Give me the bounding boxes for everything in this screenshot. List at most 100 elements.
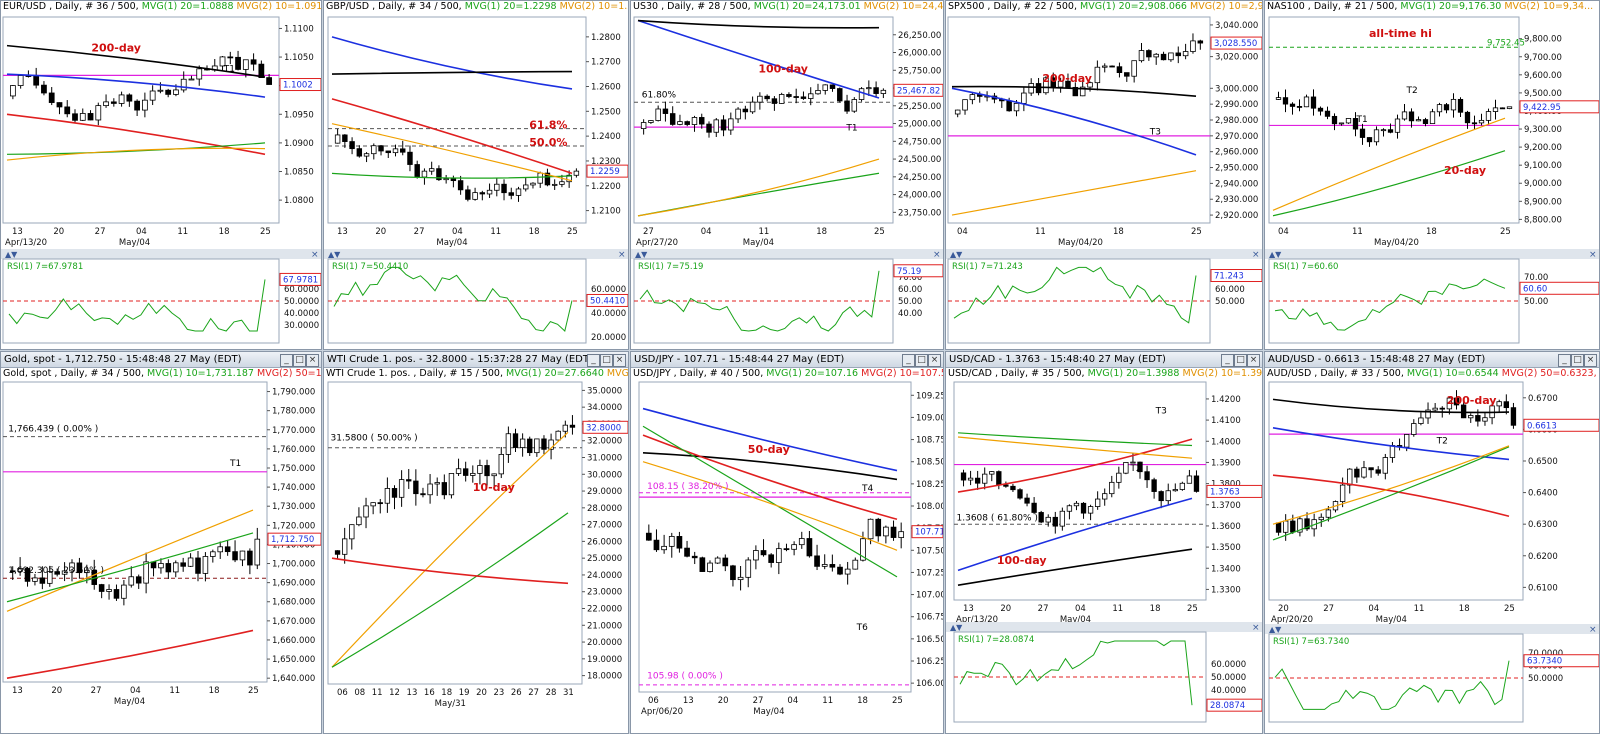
rsi-header-icon: ▲▼: [5, 250, 18, 259]
window-title-bar[interactable]: USD/CAD - 1.3763 - 15:48:40 27 May (EDT)…: [946, 352, 1262, 368]
candle-body: [1073, 502, 1080, 507]
price-chart-audusd[interactable]: 0.67000.66000.65000.64000.63000.62000.61…: [1265, 352, 1600, 734]
x-date-label: May/04: [753, 707, 784, 717]
rsi-header-icon: ▲▼: [950, 623, 963, 632]
minimize-button[interactable]: _: [1558, 354, 1571, 367]
chart-panel-eurusd[interactable]: EUR/USD , Daily, # 36 / 500, MVG(1) 20=1…: [0, 0, 322, 350]
chart-annotation: 108.15 ( 38.20% ): [647, 482, 728, 492]
chart-annotation: 1,766.439 ( 0.00% ): [8, 425, 98, 435]
candle-body: [157, 89, 164, 92]
chart-panel-us30[interactable]: US30 , Daily, # 28 / 500, MVG(1) 20=24,1…: [630, 0, 944, 350]
chart-annotation: 20-day: [1444, 164, 1486, 177]
price-chart-eurusd[interactable]: 1.11001.10501.10001.09501.09001.08501.08…: [1, 1, 322, 350]
close-button[interactable]: ×: [1247, 354, 1260, 367]
moving-average-line: [637, 19, 880, 29]
candle-body: [1482, 417, 1488, 422]
candle-body: [1446, 397, 1453, 410]
window-title-bar[interactable]: USD/JPY - 107.71 - 15:48:44 27 May (EDT)…: [631, 352, 943, 368]
y-tick-label: 1,660.000: [272, 636, 315, 646]
maximize-button[interactable]: □: [293, 354, 306, 367]
candle-body: [1109, 65, 1115, 68]
x-tick-label: 23: [493, 688, 504, 698]
x-tick-label: 13: [963, 604, 974, 614]
price-chart-us30[interactable]: 26,250.0026,000.0025,750.0025,500.0025,2…: [631, 1, 944, 350]
close-button[interactable]: ×: [1584, 354, 1597, 367]
candle-body: [735, 108, 741, 120]
y-tick-label: 23,750.00: [898, 208, 941, 218]
x-tick-label: 11: [759, 227, 770, 237]
candle-body: [684, 121, 690, 125]
chart-window-usdcad[interactable]: USD/CAD - 1.3763 - 15:48:40 27 May (EDT)…: [945, 351, 1263, 734]
candle-body: [653, 539, 660, 551]
chart-panel-spx500[interactable]: SPX500 , Daily, # 22 / 500, MVG(1) 20=2,…: [945, 0, 1263, 350]
x-tick-label: 11: [169, 686, 180, 696]
candle-body: [232, 551, 238, 561]
price-chart-usdcad[interactable]: 1.4200 1.4100 1.4000 1.3900 1.3800 1.3700 1.36…: [946, 352, 1263, 734]
y-tick-label: 29.0000: [587, 487, 622, 497]
candle-body: [837, 566, 843, 575]
candle-body: [149, 90, 156, 101]
last-price-box: [1523, 418, 1599, 432]
y-tick-label: 109.00: [916, 413, 944, 423]
maximize-button[interactable]: □: [1571, 354, 1584, 367]
candle-body: [1331, 115, 1338, 125]
x-tick-label: 11: [372, 688, 383, 698]
candle-body: [537, 172, 543, 184]
window-title-bar[interactable]: Gold, spot - 1,712.750 - 15:48:48 27 May…: [1, 352, 321, 368]
last-price-label: 25,467.82: [897, 86, 940, 96]
chart-window-wti[interactable]: WTI Crude 1. pos. - 32.8000 - 15:37:28 2…: [323, 351, 629, 734]
chart-panel-nas100[interactable]: NAS100 , Daily, # 21 / 500, MVG(1) 20=9,…: [1264, 0, 1600, 350]
price-chart-spx500[interactable]: 3,040.000 3,020.000 3,000.000 2,990.000 2,98…: [946, 1, 1263, 350]
candle-body: [1072, 86, 1079, 97]
candle-body: [239, 550, 246, 561]
last-price-label: 1.2259: [590, 167, 620, 177]
x-tick-label: 11: [1035, 227, 1046, 237]
moving-average-line: [6, 147, 266, 161]
close-button[interactable]: ×: [306, 354, 319, 367]
y-tick-label: 1.1050: [284, 53, 314, 63]
y-tick-label: 9,300.00: [1524, 125, 1562, 135]
candle-body: [821, 564, 828, 567]
moving-average-line: [637, 19, 880, 99]
minimize-button[interactable]: _: [1221, 354, 1234, 367]
price-chart-nas100[interactable]: 9,800.009,700.009,600.009,500.009,400.00…: [1265, 1, 1600, 350]
minimize-button[interactable]: _: [587, 354, 600, 367]
price-chart-usdjpy[interactable]: 109.25 109.00 108.75 108.50 108.25 108.00 107.…: [631, 352, 944, 734]
x-tick-label: 27: [643, 227, 654, 237]
x-tick-label: 18: [209, 686, 220, 696]
candle-body: [1411, 423, 1417, 435]
price-chart-wti[interactable]: 35.000034.000033.000032.000031.000030.00…: [324, 352, 629, 734]
chart-window-usdjpy[interactable]: USD/JPY - 107.71 - 15:48:44 27 May (EDT)…: [630, 351, 944, 734]
x-date-label: May/04/20: [1058, 238, 1103, 248]
rsi-line: [1274, 660, 1510, 710]
x-tick-label: 27: [91, 686, 102, 696]
maximize-button[interactable]: □: [1234, 354, 1247, 367]
candle-body: [559, 181, 565, 185]
candle-body: [1492, 107, 1499, 112]
candle-body: [1059, 510, 1066, 527]
candle-body: [1006, 100, 1012, 112]
maximize-button[interactable]: □: [600, 354, 613, 367]
x-tick-label: 27: [528, 688, 539, 698]
window-title-bar[interactable]: WTI Crude 1. pos. - 32.8000 - 15:37:28 2…: [324, 352, 628, 368]
chart-window-audusd[interactable]: AUD/USD - 0.6613 - 15:48:48 27 May (EDT)…: [1264, 351, 1600, 734]
candle-body: [428, 168, 435, 172]
minimize-button[interactable]: _: [902, 354, 915, 367]
maximize-button[interactable]: □: [915, 354, 928, 367]
window-title-bar[interactable]: AUD/USD - 0.6613 - 15:48:48 27 May (EDT)…: [1265, 352, 1599, 368]
chart-window-gold[interactable]: Gold, spot - 1,712.750 - 15:48:48 27 May…: [0, 351, 322, 734]
last-price-box: [1519, 100, 1599, 114]
candle-body: [662, 108, 669, 114]
candle-body: [247, 550, 253, 566]
candle-body: [837, 88, 843, 102]
close-button[interactable]: ×: [928, 354, 941, 367]
candle-body: [1024, 497, 1030, 504]
candle-body: [17, 568, 23, 572]
chart-panel-gbpusd[interactable]: GBP/USD , Daily, # 34 / 500, MVG(1) 20=1…: [323, 0, 629, 350]
minimize-button[interactable]: _: [280, 354, 293, 367]
price-chart-gbpusd[interactable]: 1.28001.27001.26001.25001.24001.23001.22…: [324, 1, 629, 350]
y-tick-label: 26.0000: [587, 537, 622, 547]
price-chart-gold[interactable]: 1,790.000 1,780.000 1,770.000 1,760.000 1,75…: [1, 352, 322, 734]
close-button[interactable]: ×: [613, 354, 626, 367]
candle-body: [1345, 118, 1352, 124]
